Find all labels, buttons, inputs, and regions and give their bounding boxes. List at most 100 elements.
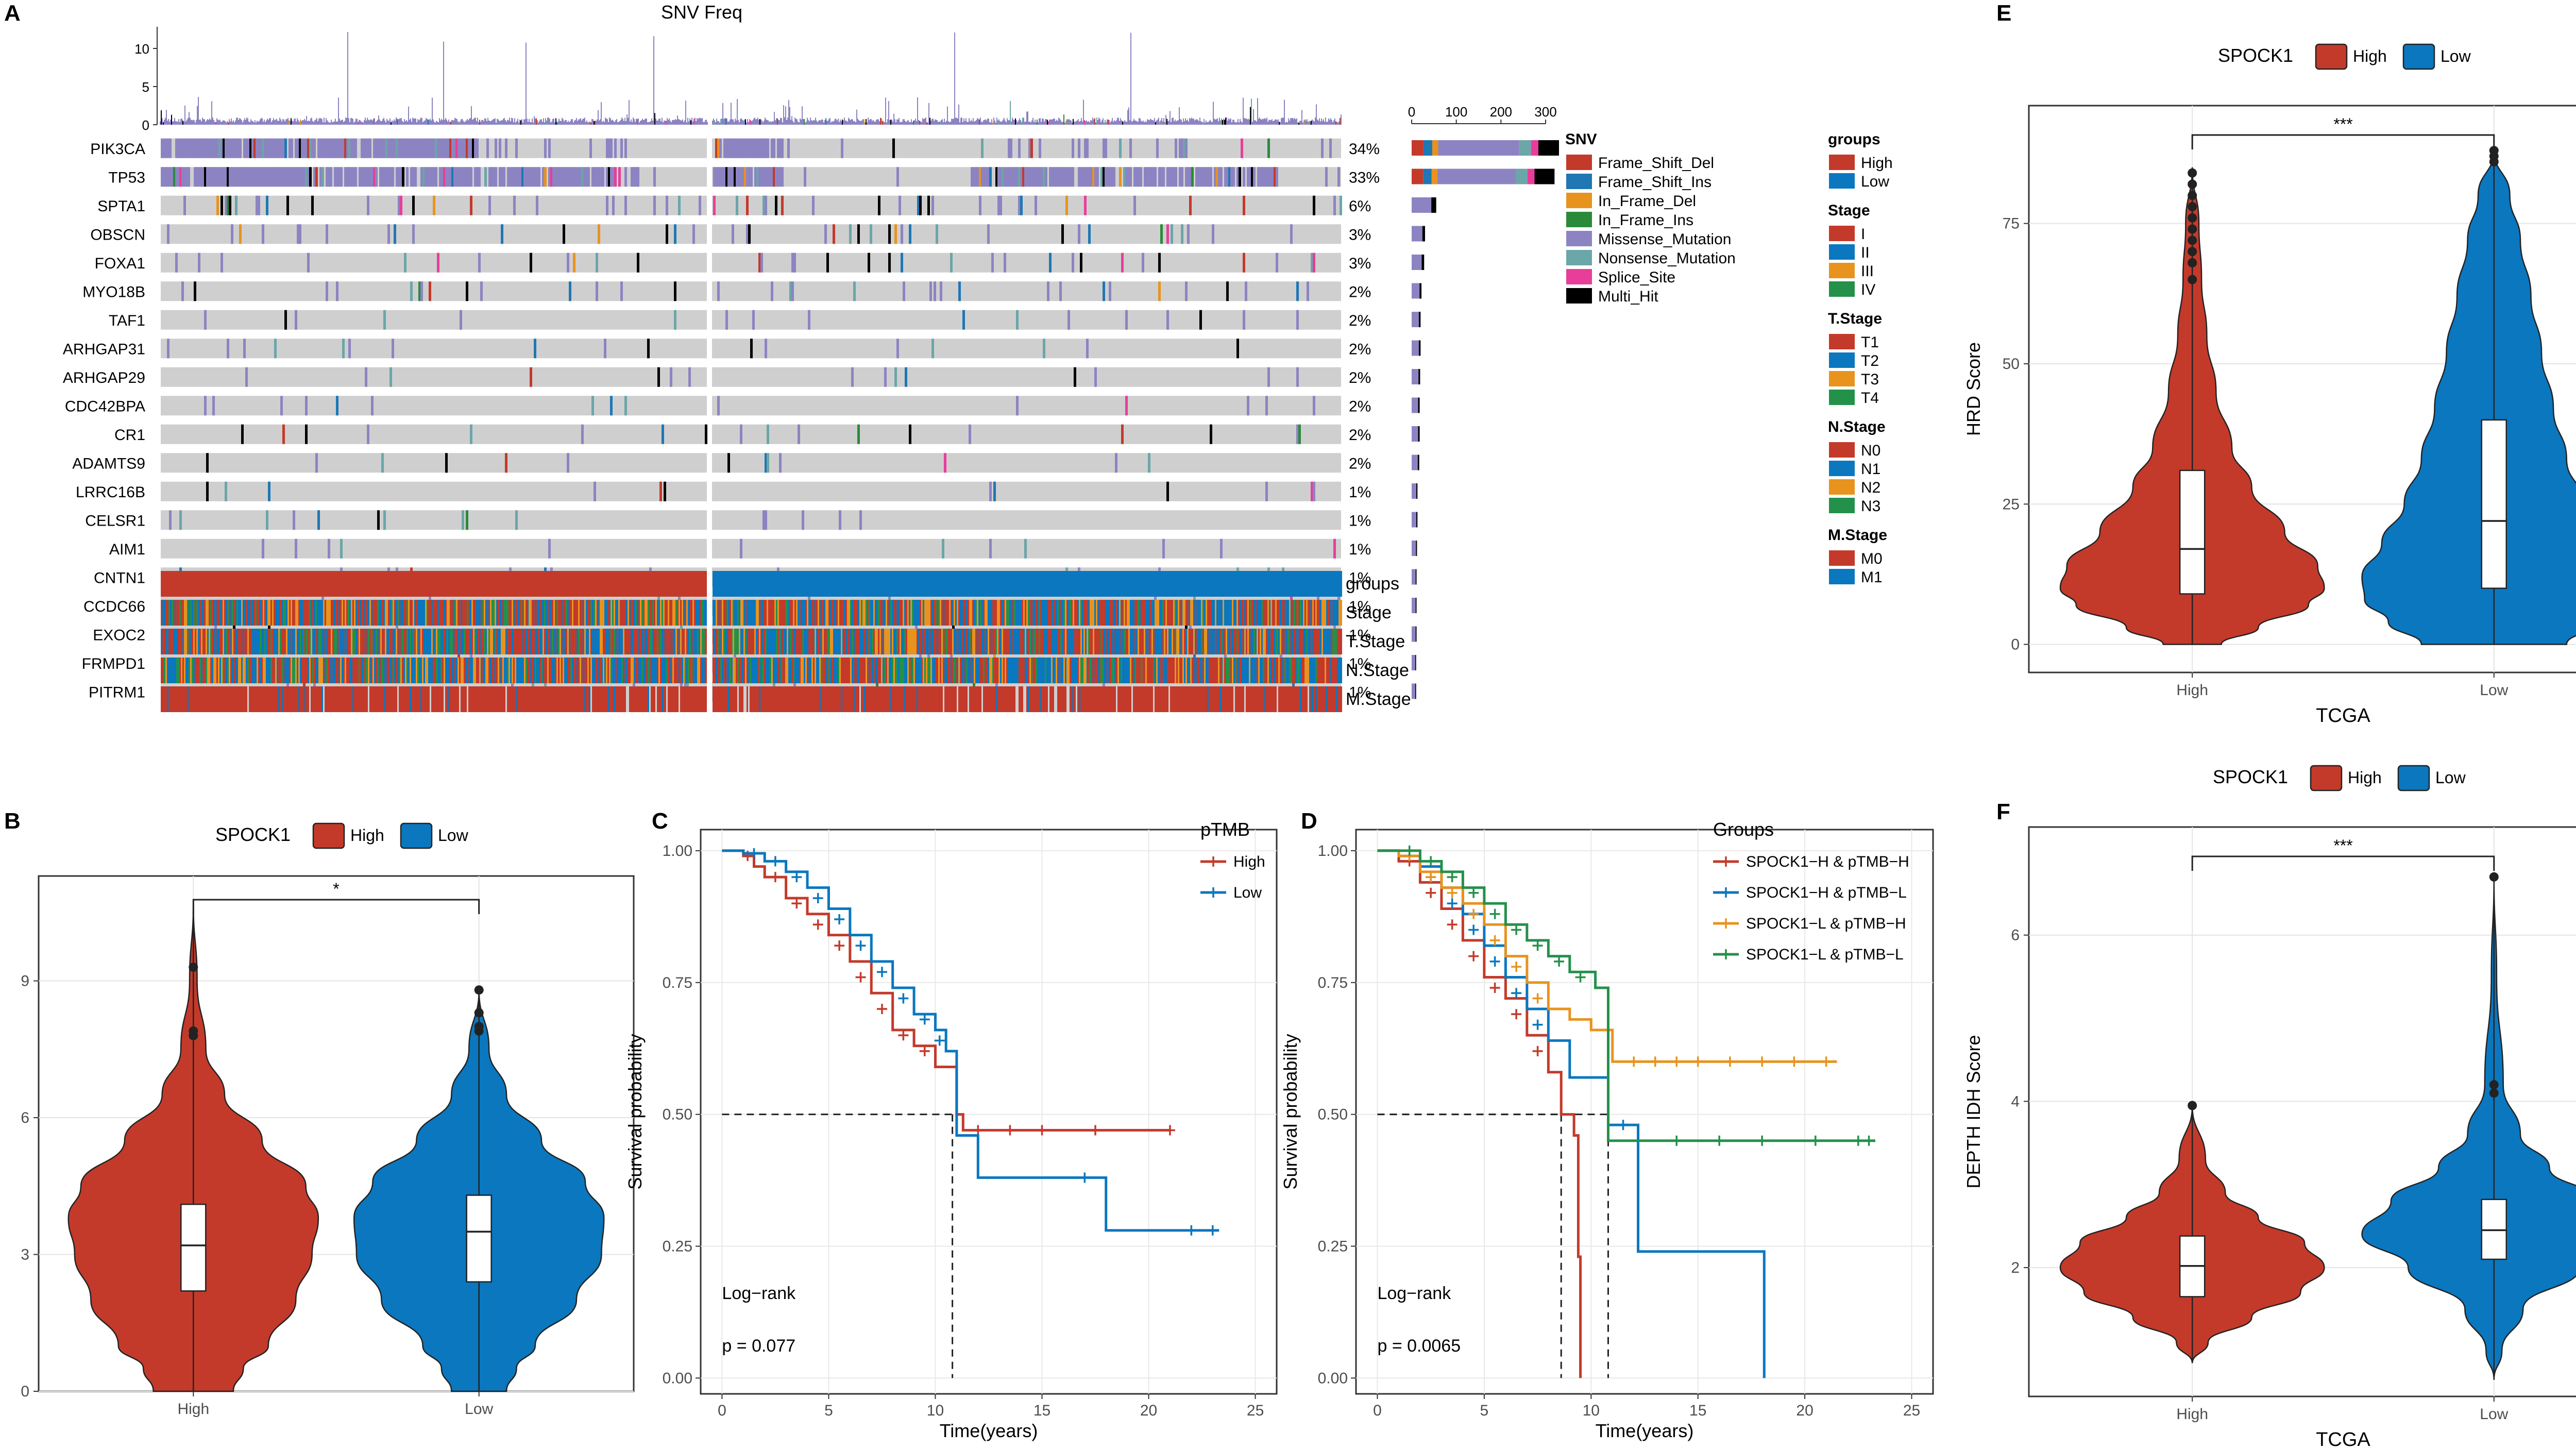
annotation-cell [794, 658, 796, 683]
annotation-cell [696, 600, 698, 626]
mutation-cell [266, 195, 268, 215]
top-bar [477, 117, 478, 125]
annotation-cell [223, 629, 225, 654]
annotation-cell [428, 600, 430, 626]
annotation-cell [442, 658, 444, 683]
annotation-cell [787, 571, 789, 597]
annotation-cell [1090, 571, 1092, 597]
mutation-cell [899, 195, 901, 215]
top-bar [1232, 120, 1233, 125]
top-bar [1290, 118, 1291, 125]
top-bar [1277, 120, 1278, 125]
annotation-cell [960, 571, 962, 597]
annotation-cell [805, 629, 807, 654]
annotation-cell [202, 658, 205, 683]
top-bar [1340, 117, 1341, 125]
mutation-cell [1065, 167, 1068, 187]
top-bar [866, 119, 867, 125]
mutation-cell [859, 510, 862, 530]
annotation-cell [686, 571, 688, 597]
mutation-cell [167, 339, 170, 359]
mutation-cell [1127, 167, 1130, 187]
top-bar [164, 120, 165, 125]
annotation-cell [379, 629, 381, 654]
annotation-cell [604, 658, 606, 683]
top-bar [442, 120, 443, 125]
top-bar [499, 121, 500, 125]
top-bar [1288, 118, 1289, 125]
annotation-cell [713, 658, 715, 683]
annotation-cell [995, 600, 997, 626]
annotation-cell [832, 658, 834, 683]
mutation-cell [526, 167, 528, 187]
top-bar [925, 117, 926, 125]
top-bar [231, 118, 232, 125]
count-bar [1412, 569, 1416, 585]
annotation-cell [955, 571, 957, 597]
top-bar [464, 122, 465, 125]
mutation-cell [284, 138, 287, 158]
mutation-cell [169, 167, 172, 187]
percent-label: 1% [1349, 569, 1371, 586]
annotation-cell [811, 600, 814, 626]
annotation-cell [747, 658, 749, 683]
percent-label: 2% [1349, 398, 1371, 415]
annotation-cell [212, 629, 214, 654]
annotation-cell [578, 658, 580, 683]
mutation-cell [470, 195, 472, 215]
annotation-cell [161, 658, 163, 683]
annotation-cell [546, 571, 548, 597]
annotation-cell [784, 629, 786, 654]
annotation-cell [624, 600, 626, 626]
annotation-cell [784, 571, 786, 597]
annotation-cell [215, 571, 217, 597]
top-bar [1009, 120, 1010, 125]
annotation-cell [1102, 600, 1104, 626]
annotation-cell [1269, 629, 1271, 654]
top-bar [1226, 117, 1227, 125]
annotation-cell [328, 571, 330, 597]
annotation-cell [433, 658, 435, 683]
annotation-cell [892, 571, 894, 597]
annotation-cell [328, 600, 330, 626]
top-bar [1286, 122, 1287, 125]
annotation-cell [785, 658, 787, 683]
annotation-cell [913, 571, 916, 597]
annotation-cell [842, 658, 844, 683]
annotation-cell [867, 629, 869, 654]
annotation-cell [697, 658, 699, 683]
annotation-cell [618, 600, 620, 626]
annotation-cell [884, 600, 886, 626]
annotation-cell [311, 658, 313, 683]
mutation-cell [1333, 538, 1336, 559]
top-bar [209, 118, 210, 125]
annotation-cell [1130, 629, 1132, 654]
annotation-cell [733, 600, 735, 626]
top-bar [524, 119, 526, 125]
annotation-cell [1080, 600, 1082, 626]
top-bar [591, 119, 592, 125]
matrix-row-bg-high [161, 367, 707, 387]
annotation-cell [662, 571, 664, 597]
annotation-cell [875, 658, 877, 683]
annotation-cell [456, 629, 458, 654]
annotation-cell [536, 571, 538, 597]
annotation-cell [236, 629, 239, 654]
top-bar [1241, 121, 1242, 125]
annotation-cell [377, 658, 379, 683]
annotation-cell [198, 658, 200, 683]
annotation-cell [1164, 600, 1166, 626]
mutation-cell [647, 339, 650, 359]
top-bar [951, 119, 952, 125]
top-bar [165, 117, 166, 125]
top-bar [188, 117, 189, 125]
mutation-cell [437, 138, 439, 158]
top-bar [950, 122, 951, 125]
mutation-cell [476, 138, 479, 158]
mutation-cell [746, 224, 749, 244]
annotation-cell [172, 658, 174, 683]
annotation-cell [998, 629, 1001, 654]
annotation-cell [1198, 629, 1200, 654]
mutation-cell [239, 138, 242, 158]
top-bar [741, 118, 742, 125]
